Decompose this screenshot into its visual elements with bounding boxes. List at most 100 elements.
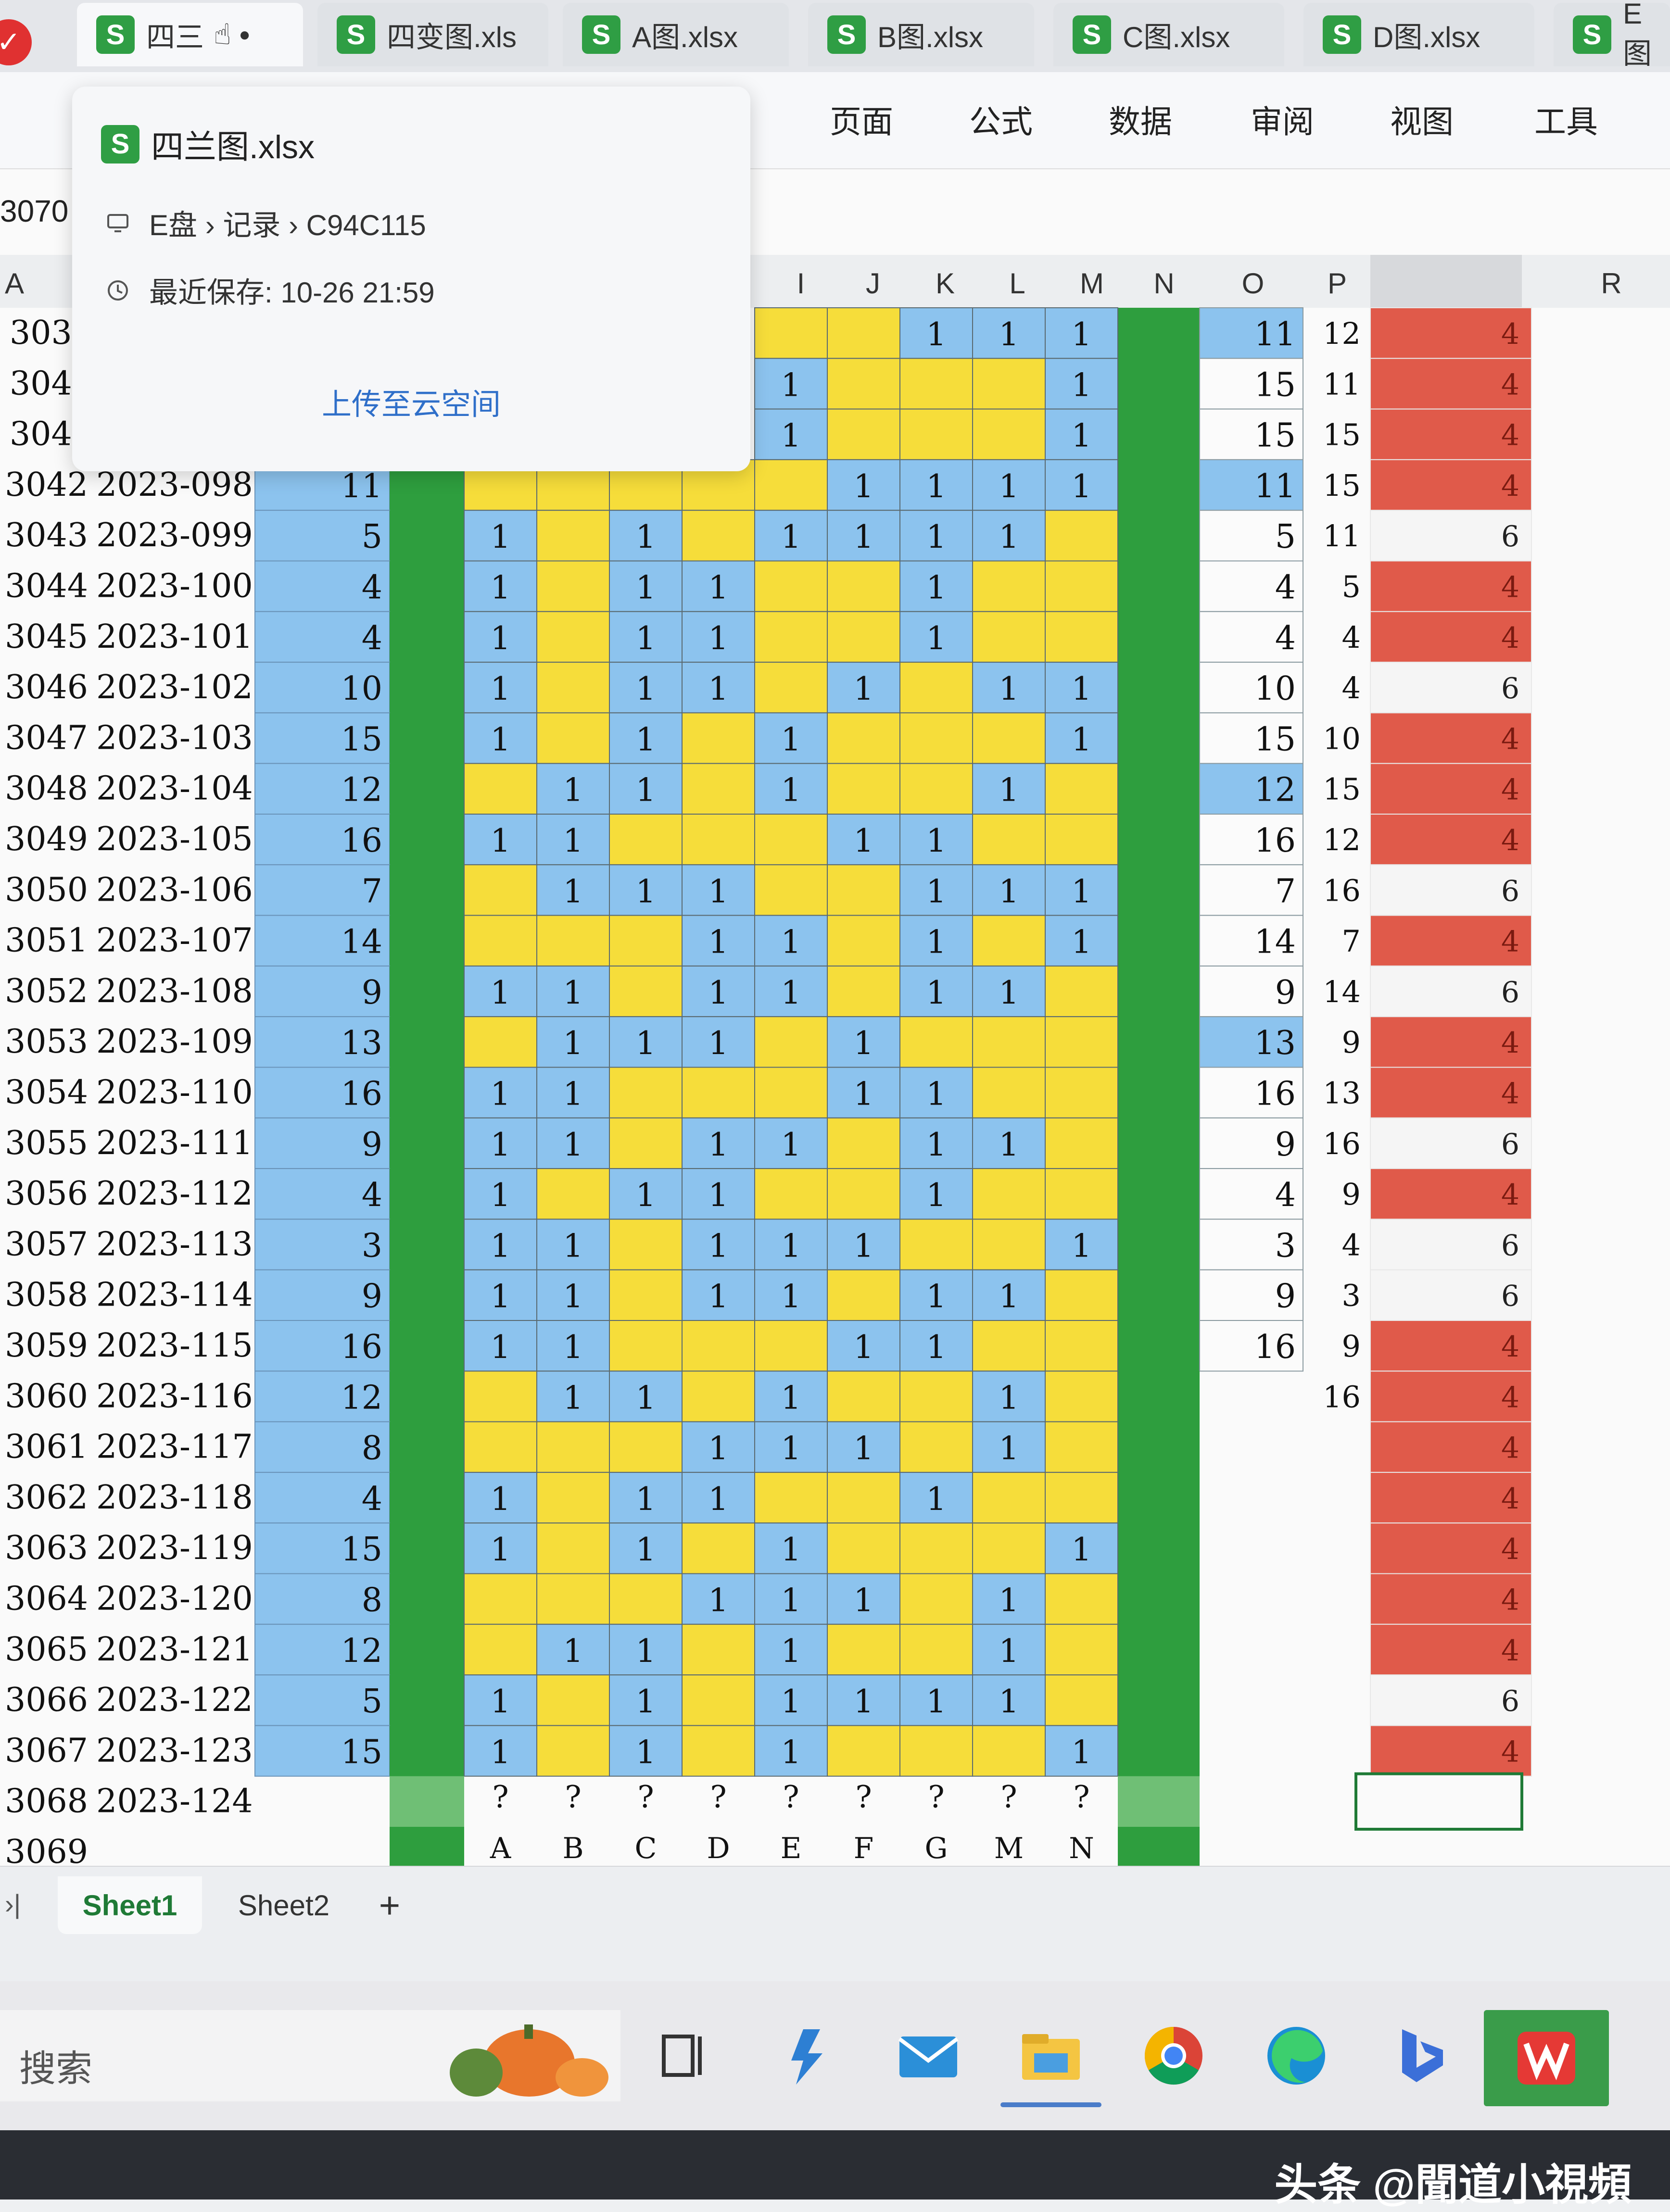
bit-cell (609, 1421, 683, 1473)
q-value: 4 (1501, 469, 1519, 503)
q-cell (1370, 965, 1532, 1018)
count-value: 12 (341, 1379, 382, 1417)
q-cell (1370, 1168, 1532, 1220)
bit-value: 1 (926, 316, 947, 353)
bit-cell (972, 1168, 1046, 1220)
o-cell (1199, 510, 1303, 562)
bit-cell (972, 1471, 1046, 1524)
q-value: 4 (1501, 1432, 1519, 1465)
menu-page[interactable]: 页面 (830, 104, 893, 139)
tab-sheet-2[interactable]: S 四变图.xls (317, 3, 548, 66)
last-sheet-nav-icon[interactable]: ›| (5, 1889, 21, 1919)
sheet-tab-bar: ›| Sheet1 Sheet2 + (0, 1866, 1670, 1982)
bit-cell (682, 1522, 755, 1574)
bit-cell (1045, 864, 1118, 916)
bit-cell (972, 1522, 1046, 1574)
p-value: 5 (1342, 569, 1361, 604)
menu-data[interactable]: 数据 (1109, 104, 1172, 139)
sheet-tab-1[interactable]: Sheet1 (58, 1876, 202, 1934)
bit-cell (609, 560, 683, 612)
row-number: 3042 (5, 466, 88, 504)
count-value: 12 (341, 771, 382, 809)
bit-cell (827, 763, 900, 815)
bit-cell (754, 560, 828, 612)
bit-cell (1045, 1471, 1118, 1524)
bit-value: 1 (781, 924, 801, 961)
separator-cell (390, 814, 464, 866)
edge-icon[interactable] (1263, 2022, 1330, 2089)
bit-value: 1 (563, 1025, 583, 1062)
bit-value: 1 (999, 1582, 1019, 1619)
tab-sheet-active[interactable]: S 四三 ☝ ● (77, 3, 303, 66)
separator-cell (1118, 561, 1200, 612)
tab-sheet-d[interactable]: S D图.xlsx (1303, 3, 1534, 66)
tab-sheet-a[interactable]: S A图.xlsx (563, 3, 789, 66)
column-header-L: L (1009, 267, 1025, 300)
sheet-tab-2[interactable]: Sheet2 (238, 1889, 330, 1922)
menu-review[interactable]: 审阅 (1251, 104, 1314, 139)
p-value: 15 (1323, 468, 1361, 503)
separator-cell (390, 915, 464, 967)
separator-cell (390, 1827, 464, 1866)
bit-value: 1 (926, 1481, 947, 1518)
file-explorer-icon[interactable] (1017, 2022, 1085, 2089)
bit-value: 1 (491, 1278, 511, 1315)
bit-cell (899, 1522, 973, 1574)
bit-cell (609, 1016, 683, 1068)
task-view-icon[interactable] (649, 2022, 717, 2089)
question-mark: ? (1000, 1780, 1017, 1815)
bit-cell (536, 864, 610, 916)
bit-value: 1 (926, 1076, 947, 1113)
o-cell (1199, 1016, 1303, 1068)
grid-canvas[interactable]: AIJKLMNOPQR30311111124304111511430411151… (0, 255, 1670, 1866)
separator-cell (390, 865, 464, 916)
mail-icon[interactable] (895, 2022, 962, 2089)
bit-cell (972, 408, 1046, 460)
wps-taskbar-button[interactable] (1484, 2010, 1609, 2106)
bit-cell (536, 1725, 610, 1777)
bit-cell (1045, 814, 1118, 866)
bit-value: 1 (854, 1683, 874, 1720)
chrome-icon[interactable] (1140, 2022, 1207, 2089)
separator-cell (390, 1523, 464, 1574)
tab-sheet-e[interactable]: S E图 (1554, 0, 1670, 70)
menu-formula[interactable]: 公式 (969, 104, 1033, 139)
question-mark: ? (783, 1780, 799, 1815)
count-value: 15 (341, 1733, 382, 1771)
upload-to-cloud-link[interactable]: 上传至云空间 (321, 388, 501, 421)
tab-sheet-b[interactable]: S B图.xlsx (808, 3, 1034, 66)
bing-icon[interactable] (1388, 2022, 1455, 2089)
count-value: 8 (362, 1582, 382, 1620)
taskbar-search[interactable]: 搜索 (0, 2010, 620, 2101)
column-header-A: A (5, 267, 24, 300)
count-cell (254, 1725, 390, 1777)
o-value: 4 (1275, 619, 1296, 657)
bit-value: 1 (636, 1531, 656, 1568)
app-lightning-icon[interactable] (774, 2022, 842, 2089)
bit-value: 1 (854, 518, 874, 555)
spreadsheet-grid[interactable]: AIJKLMNOPQR30311111124304111511430411151… (0, 255, 1670, 1866)
wps-logo-icon[interactable]: ✓ (0, 19, 32, 65)
o-cell (1199, 459, 1303, 511)
bit-value: 1 (708, 1582, 729, 1619)
clock-icon (108, 280, 128, 301)
bit-cell (899, 965, 973, 1018)
q-cell (1370, 1573, 1532, 1625)
q-value: 4 (1501, 571, 1519, 604)
hover-last-saved: 最近保存: 10-26 21:59 (106, 269, 435, 311)
bit-cell (827, 560, 900, 612)
o-cell (1199, 1219, 1303, 1270)
tab-sheet-c[interactable]: S C图.xlsx (1053, 3, 1284, 66)
bit-cell (464, 1219, 537, 1270)
name-box[interactable]: 3070 (0, 194, 69, 228)
separator-cell (390, 966, 464, 1018)
question-mark: ? (1073, 1780, 1089, 1815)
count-value: 5 (362, 518, 382, 556)
q-value: 4 (1501, 1077, 1519, 1111)
count-cell (254, 1320, 390, 1372)
bit-value: 1 (999, 1126, 1019, 1163)
menu-tools[interactable]: 工具 (1534, 104, 1598, 139)
bit-value: 1 (854, 1076, 874, 1113)
menu-view[interactable]: 视图 (1390, 104, 1454, 139)
add-sheet-button[interactable]: + (379, 1885, 401, 1926)
